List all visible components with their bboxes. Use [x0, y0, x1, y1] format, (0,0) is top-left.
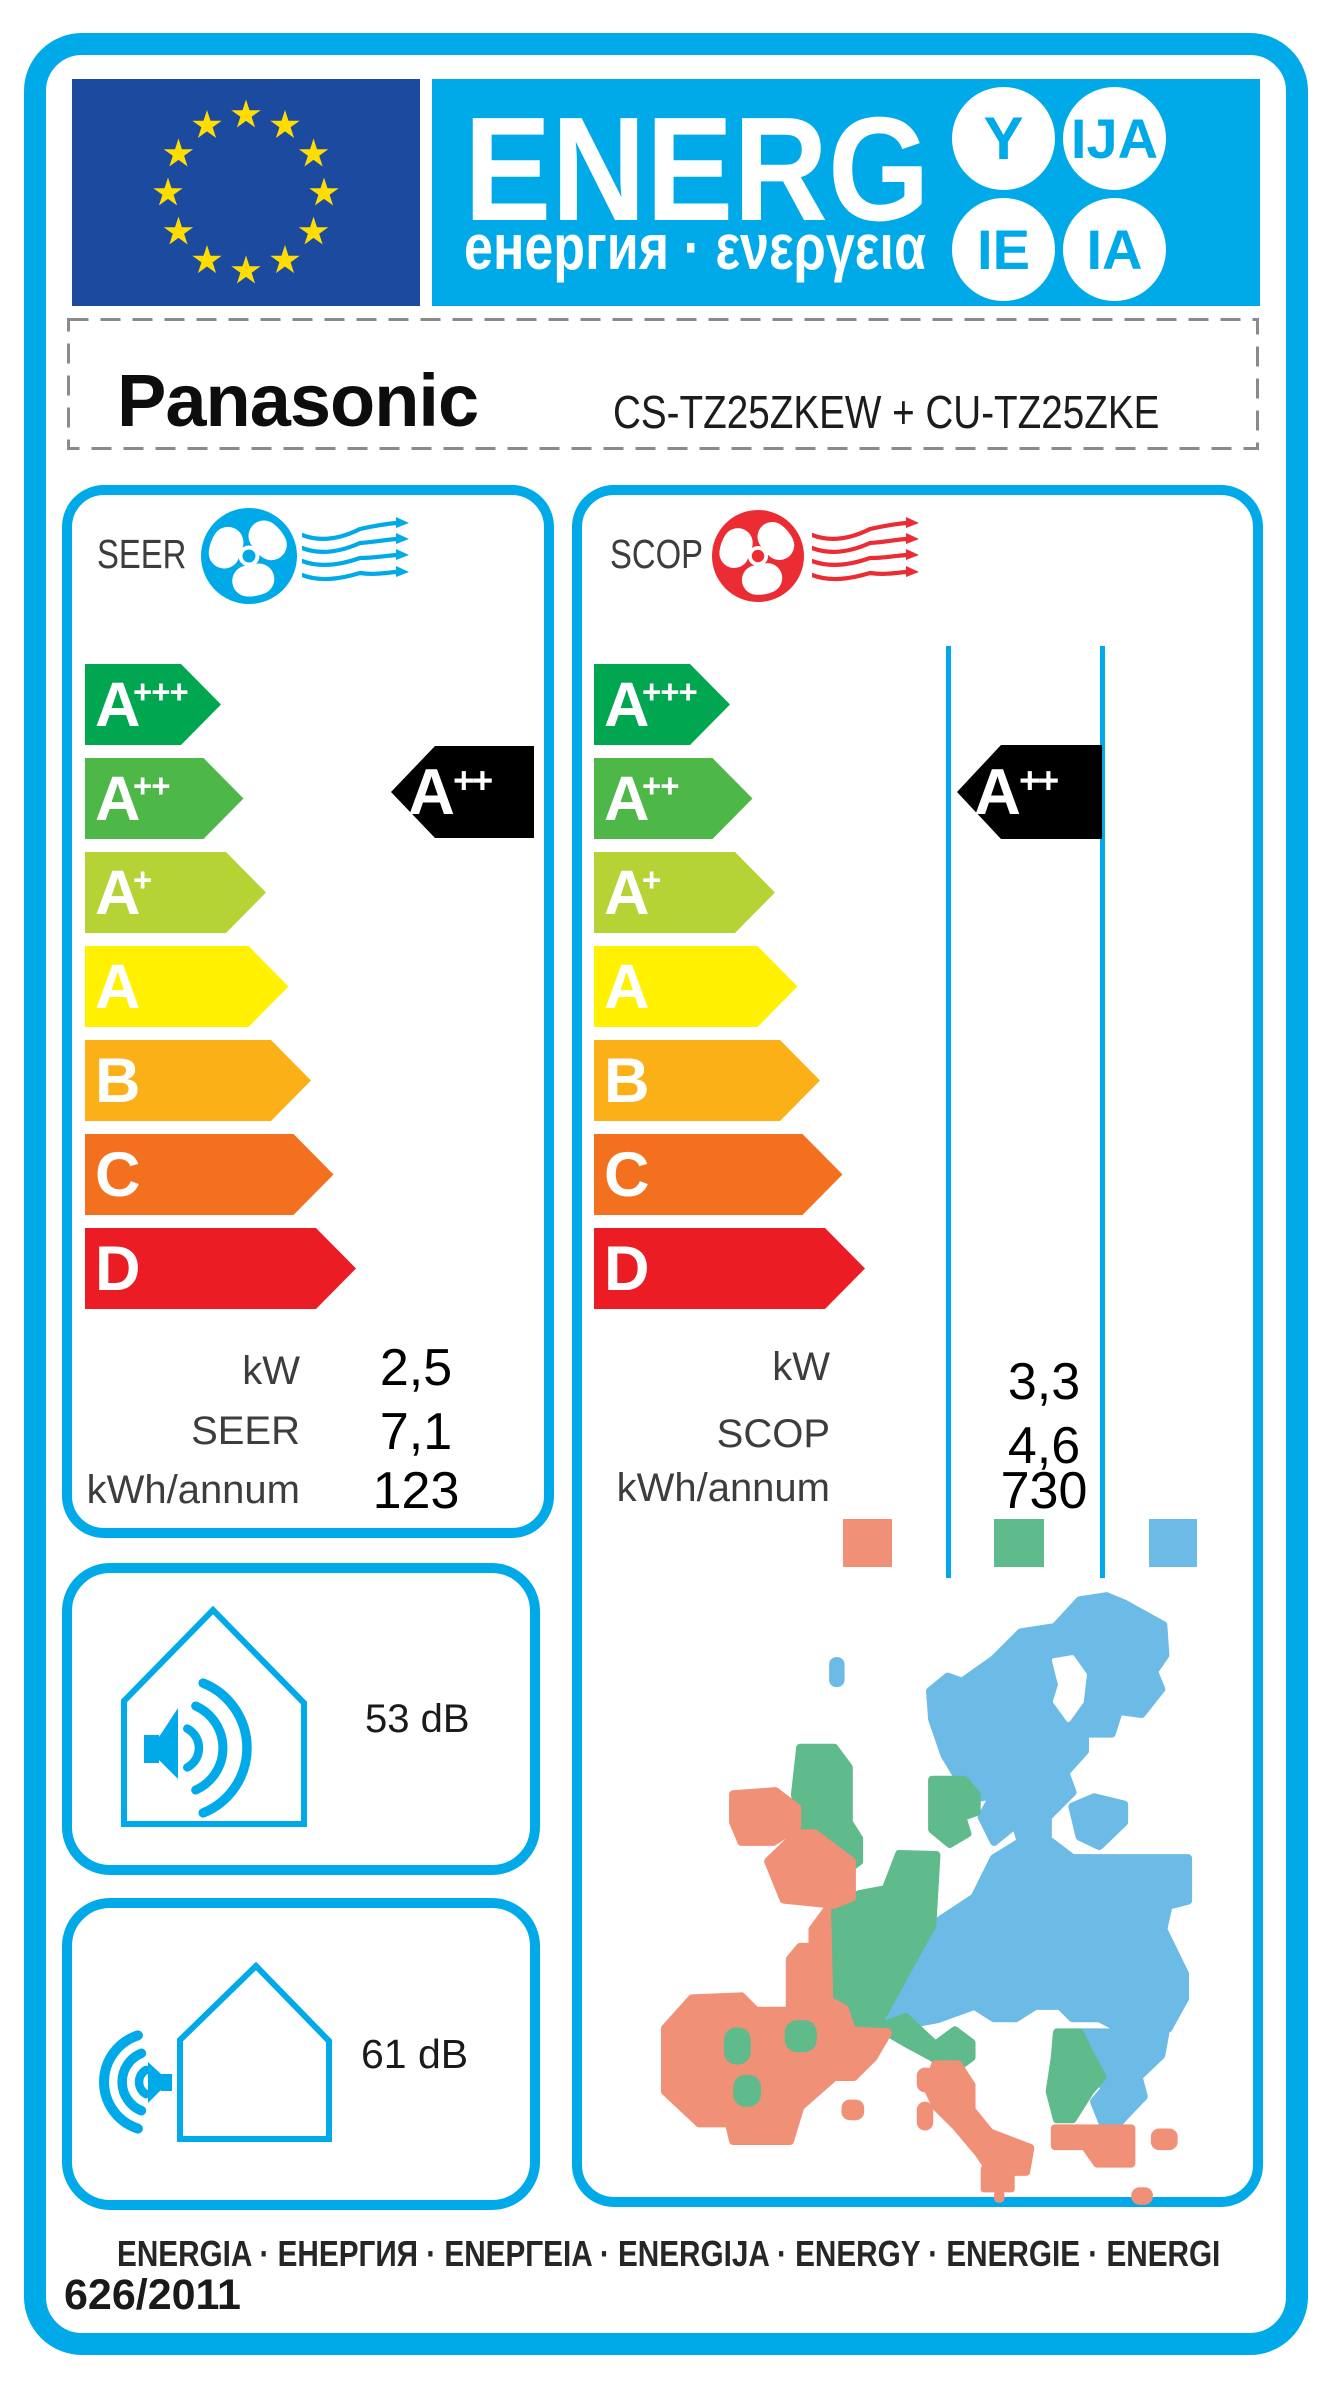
svg-text:A: A — [604, 764, 650, 834]
svg-text:A: A — [974, 755, 1021, 828]
svg-text:A: A — [604, 952, 650, 1022]
svg-text:A: A — [95, 952, 141, 1022]
svg-text:+++: +++ — [133, 673, 188, 710]
svg-text:C: C — [95, 1140, 141, 1210]
svg-text:D: D — [95, 1234, 141, 1304]
svg-text:A: A — [95, 670, 141, 740]
svg-text:++: ++ — [1019, 760, 1059, 801]
svg-text:+: + — [133, 861, 151, 898]
svg-text:B: B — [95, 1046, 141, 1116]
svg-text:++: ++ — [642, 767, 679, 804]
svg-text:+: + — [642, 861, 660, 898]
svg-text:A: A — [95, 764, 141, 834]
svg-text:+++: +++ — [642, 673, 697, 710]
svg-text:A: A — [604, 858, 650, 928]
svg-text:B: B — [604, 1046, 650, 1116]
svg-text:A: A — [408, 755, 455, 828]
svg-text:++: ++ — [133, 767, 170, 804]
svg-text:A: A — [95, 858, 141, 928]
svg-text:D: D — [604, 1234, 650, 1304]
svg-text:A: A — [604, 670, 650, 740]
svg-text:++: ++ — [453, 760, 493, 801]
svg-text:C: C — [604, 1140, 650, 1210]
